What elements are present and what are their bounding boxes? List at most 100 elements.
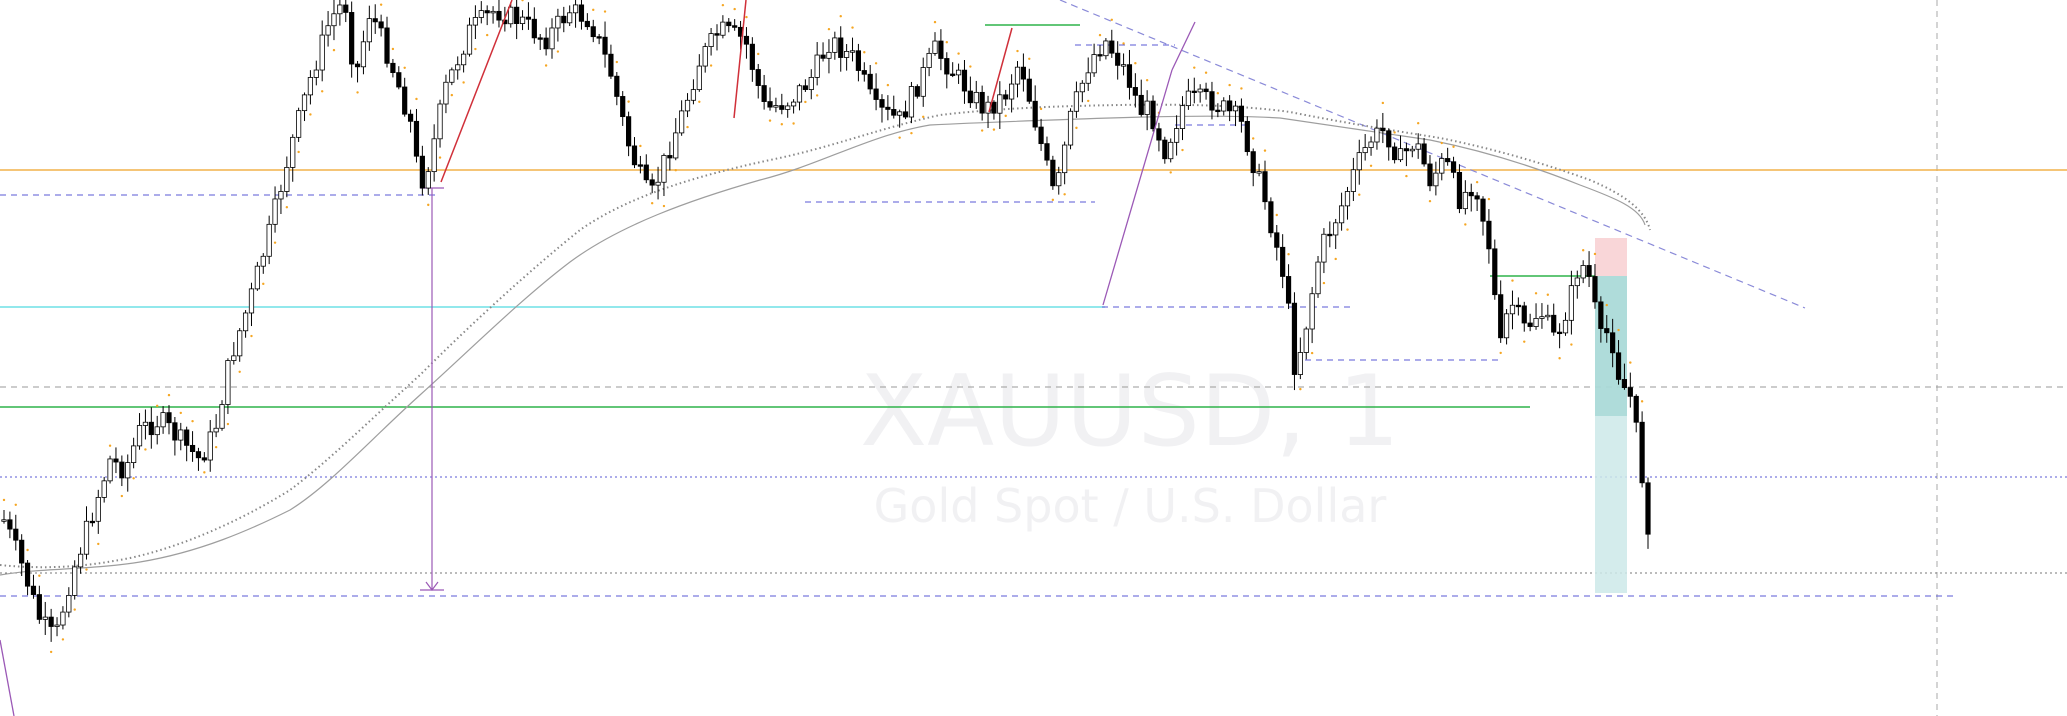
- candle-body: [1610, 332, 1616, 354]
- swing-line-purple-2[interactable]: [1171, 21, 1196, 71]
- psar-dot: [85, 568, 88, 571]
- psar-dot: [1534, 292, 1538, 295]
- psar-dot: [863, 51, 866, 54]
- candle-body: [779, 105, 785, 110]
- candle-body: [455, 64, 461, 71]
- psar-dot: [1464, 223, 1467, 226]
- psar-dot: [1358, 193, 1361, 196]
- psar-dot: [1122, 42, 1125, 45]
- candle-body: [790, 101, 797, 107]
- candle-body: [820, 54, 826, 59]
- psar-dot: [1440, 141, 1443, 145]
- candle-body: [1120, 64, 1127, 67]
- candle-body: [1197, 88, 1203, 93]
- psar-dot: [639, 144, 642, 148]
- psar-dot: [1016, 49, 1019, 53]
- candle-body: [1274, 232, 1280, 248]
- candle-body: [1203, 88, 1209, 93]
- swing-line-red-3[interactable]: [988, 27, 1013, 113]
- candle-body: [449, 69, 455, 83]
- candle-body: [1545, 314, 1551, 318]
- psar-dot: [1428, 199, 1432, 203]
- candle-body: [525, 16, 532, 20]
- psar-dot: [1252, 137, 1255, 140]
- candle-body: [160, 412, 166, 428]
- candle-body: [897, 111, 903, 116]
- psar-dot: [1393, 131, 1396, 134]
- candle-body: [1032, 100, 1038, 128]
- psar-dot: [1228, 83, 1231, 87]
- psar-dot: [592, 8, 595, 12]
- psar-dot: [1452, 145, 1455, 148]
- candle-body: [148, 421, 154, 436]
- measure-tool[interactable]: [420, 187, 444, 591]
- candle-body: [231, 355, 237, 361]
- psar-dot: [733, 7, 736, 11]
- psar-dot: [144, 448, 147, 451]
- swing-line-red-2[interactable]: [733, 0, 747, 119]
- candle-body: [13, 528, 19, 541]
- candle-body: [384, 27, 390, 64]
- candle-body: [343, 4, 349, 13]
- candle-body: [484, 10, 490, 14]
- psar-dot: [827, 27, 831, 31]
- candle-body: [1362, 147, 1368, 154]
- candle-body: [514, 6, 520, 24]
- candle-body: [260, 255, 266, 267]
- candle-body: [1633, 395, 1639, 423]
- trendline-descending[interactable]: [1059, 0, 1806, 309]
- psar-dot: [73, 608, 76, 611]
- candle-body: [19, 539, 25, 564]
- candle-body: [643, 164, 649, 181]
- candle-body: [1109, 40, 1115, 54]
- swing-line-purple-1[interactable]: [1102, 69, 1173, 306]
- psar-dot: [1310, 351, 1314, 355]
- candle-body: [684, 99, 691, 112]
- candle-body: [961, 69, 968, 92]
- candle-body: [561, 15, 567, 24]
- candle-body: [1191, 90, 1197, 93]
- psar-dot: [721, 3, 725, 7]
- psar-dot: [686, 125, 689, 129]
- psar-dot: [709, 64, 713, 67]
- candle-body: [349, 12, 355, 65]
- candle-body: [278, 191, 284, 200]
- psar-dot: [1605, 303, 1608, 307]
- candle-body: [649, 179, 655, 186]
- candle-body: [237, 330, 243, 357]
- candle-body: [266, 223, 272, 257]
- candle-body: [431, 138, 437, 173]
- psar-dot: [615, 60, 619, 64]
- candle-body: [1244, 120, 1250, 153]
- psar-dot: [167, 393, 171, 397]
- candle-body: [301, 94, 308, 112]
- swing-line-purple-3[interactable]: [0, 639, 15, 716]
- candle-body: [1503, 313, 1510, 339]
- psar-dot: [992, 128, 996, 131]
- candle-body: [48, 616, 54, 627]
- candle-body: [419, 155, 425, 189]
- candle-body: [1486, 220, 1492, 250]
- candle-body: [808, 76, 814, 90]
- candle-body: [926, 52, 932, 68]
- psar-dot: [1004, 114, 1007, 118]
- position-stop-zone[interactable]: [1595, 238, 1627, 276]
- swing-line-red-1[interactable]: [440, 0, 513, 183]
- psar-dot: [97, 542, 100, 546]
- psar-dot: [804, 100, 807, 104]
- candle-body: [89, 520, 95, 524]
- candle-body: [1174, 128, 1180, 143]
- candle-body: [602, 36, 608, 55]
- candle-body: [1132, 87, 1138, 96]
- candle-body: [466, 24, 473, 55]
- candle-body: [1285, 276, 1292, 304]
- psar-dot: [1039, 107, 1043, 111]
- candle-body: [938, 40, 944, 59]
- candle-body: [1303, 328, 1309, 353]
- psar-dot: [1570, 343, 1573, 346]
- psar-dot: [933, 20, 937, 24]
- candle-body: [378, 21, 384, 29]
- candle-body: [690, 89, 697, 101]
- candle-body: [366, 18, 372, 43]
